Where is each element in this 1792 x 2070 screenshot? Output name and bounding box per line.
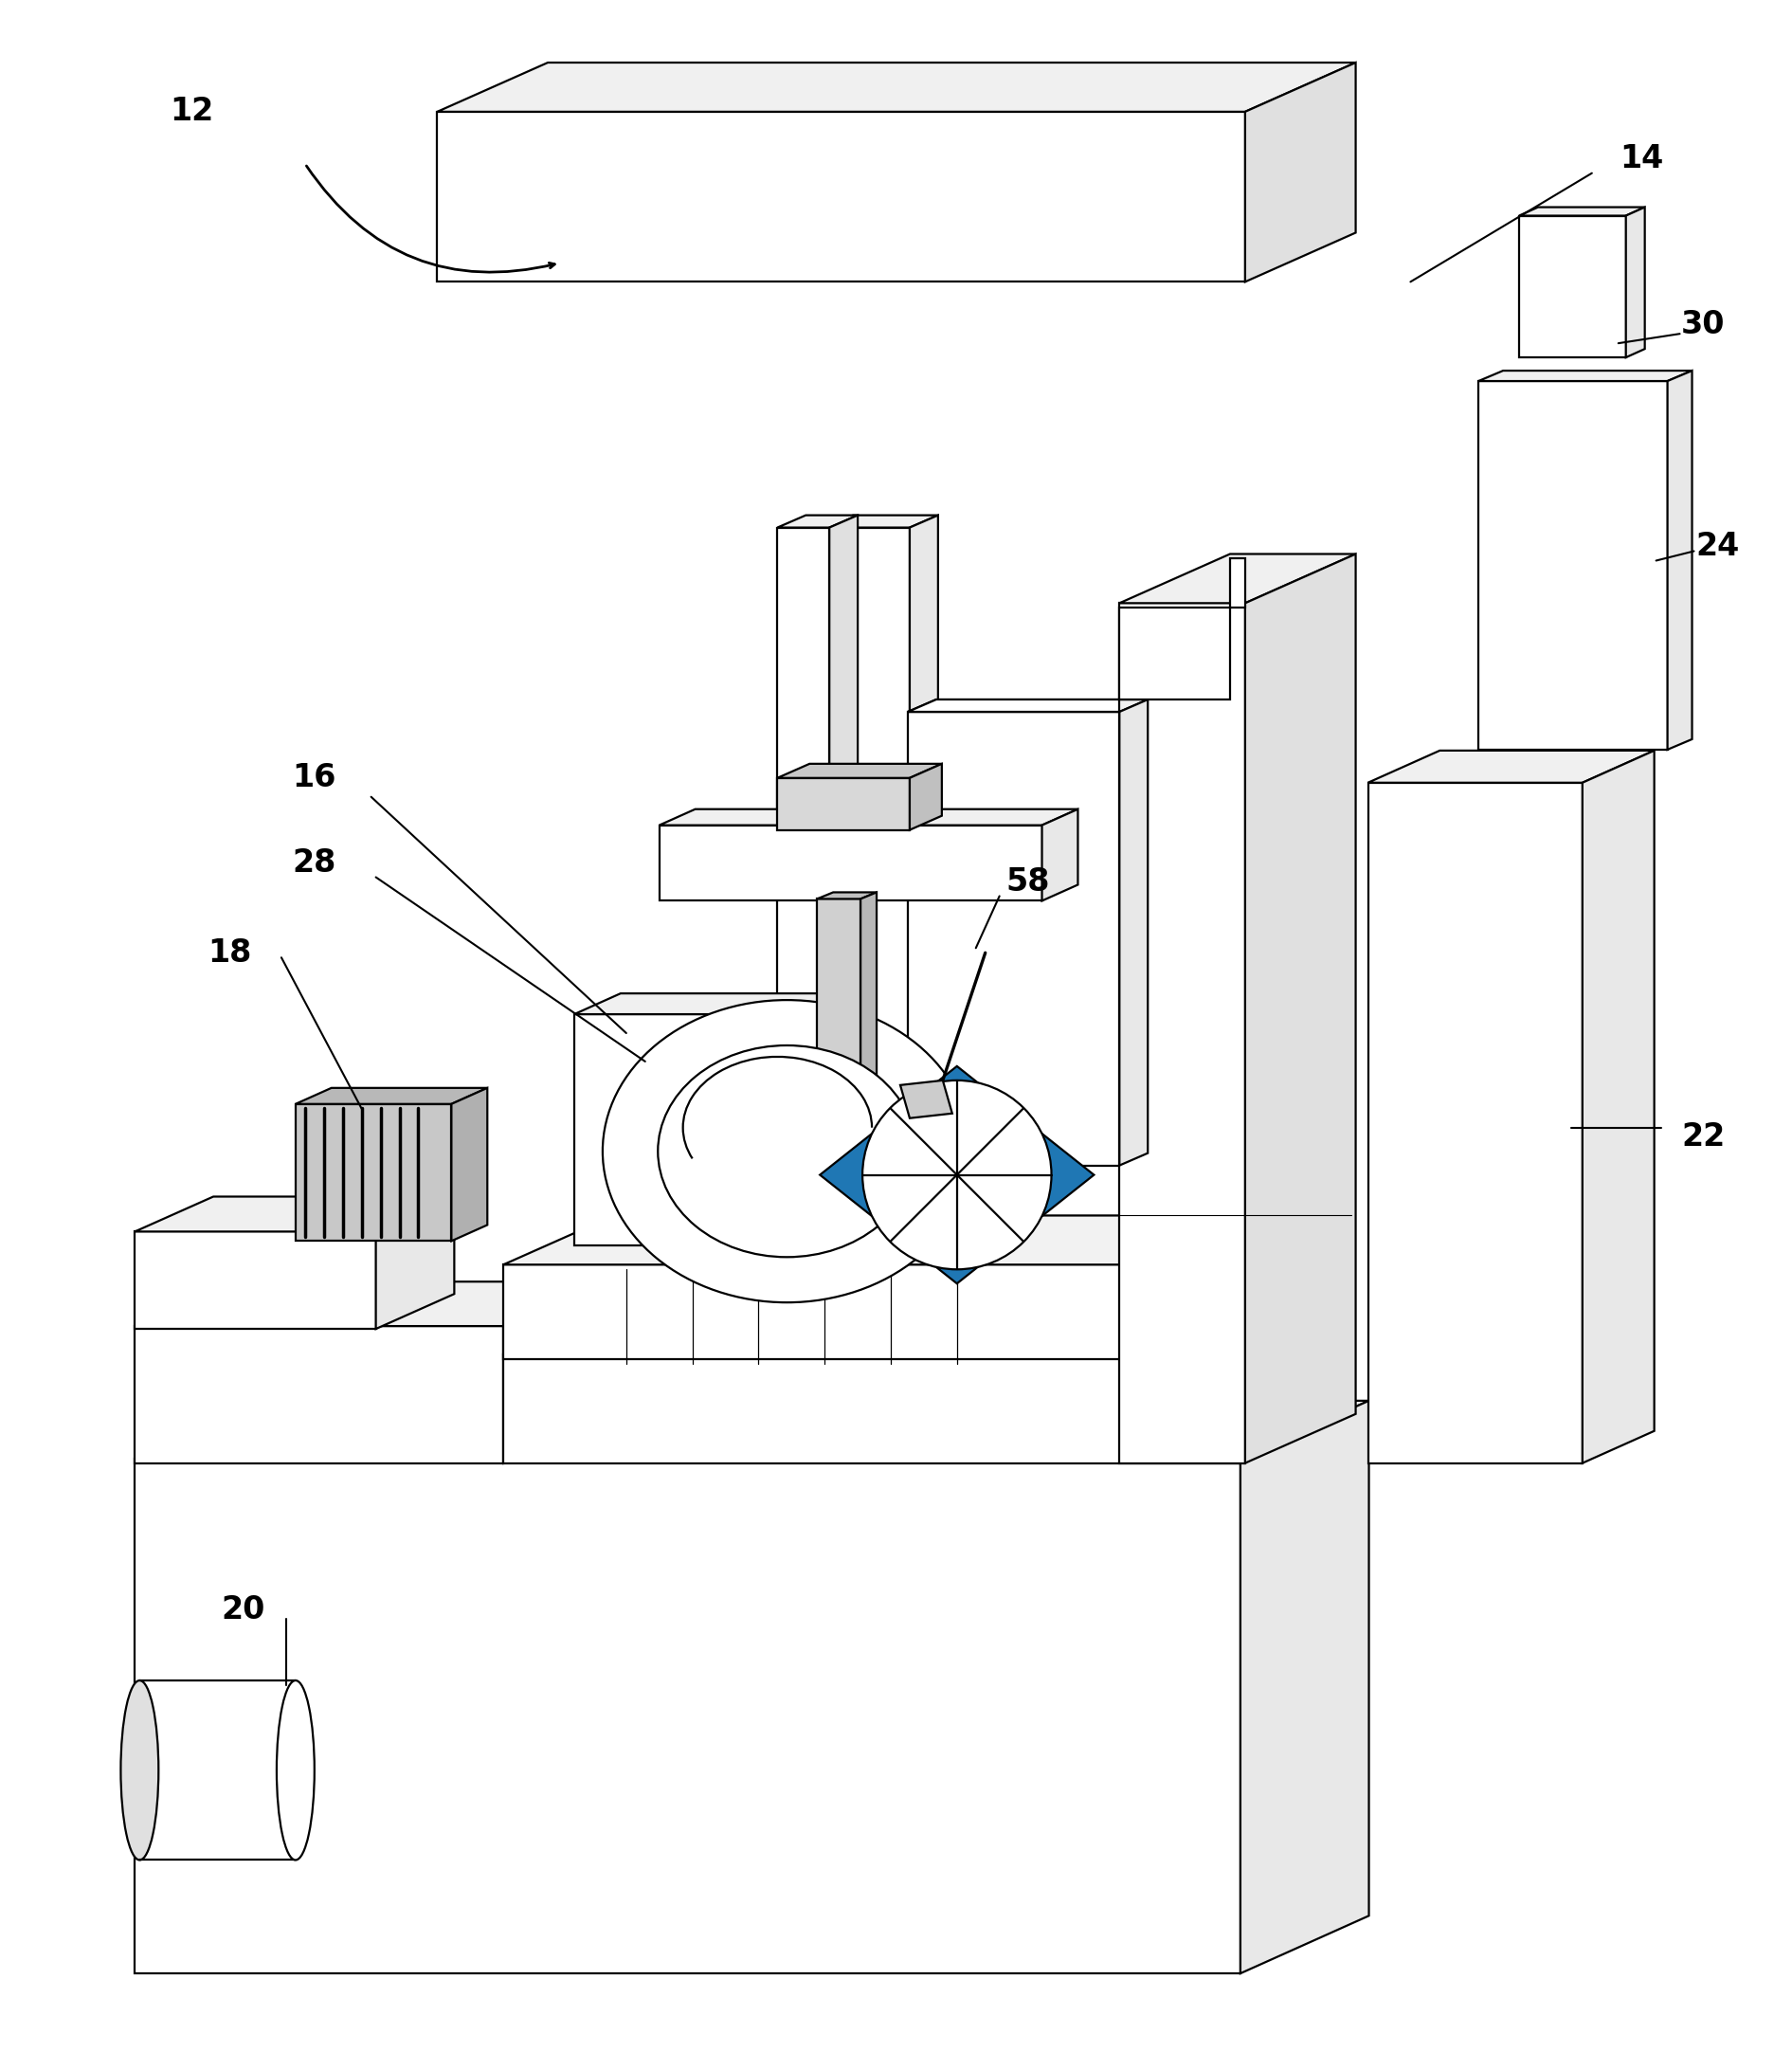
Text: 24: 24: [1695, 530, 1740, 563]
Polygon shape: [860, 892, 876, 1155]
Polygon shape: [504, 1306, 1351, 1354]
Text: 18: 18: [208, 938, 251, 969]
Polygon shape: [134, 1196, 455, 1232]
Polygon shape: [824, 515, 937, 528]
Polygon shape: [437, 112, 1245, 282]
Polygon shape: [1240, 1306, 1351, 1463]
Ellipse shape: [120, 1681, 158, 1861]
Polygon shape: [824, 528, 910, 1165]
Polygon shape: [909, 559, 1245, 712]
Polygon shape: [376, 1196, 455, 1329]
Polygon shape: [452, 1089, 487, 1242]
Polygon shape: [134, 1459, 1240, 1973]
Polygon shape: [504, 1265, 1240, 1360]
Polygon shape: [1478, 381, 1668, 749]
Polygon shape: [1120, 602, 1245, 1463]
Polygon shape: [1668, 371, 1692, 749]
Polygon shape: [437, 62, 1357, 112]
Polygon shape: [1240, 1215, 1351, 1360]
Polygon shape: [134, 1281, 604, 1327]
Text: 22: 22: [1681, 1122, 1726, 1153]
Polygon shape: [910, 764, 943, 830]
Polygon shape: [909, 712, 1120, 1165]
Polygon shape: [821, 1066, 1093, 1283]
Polygon shape: [821, 994, 866, 1246]
Polygon shape: [1120, 555, 1357, 602]
Polygon shape: [778, 528, 830, 1165]
Polygon shape: [659, 826, 1041, 900]
Polygon shape: [1041, 809, 1077, 900]
Polygon shape: [778, 764, 943, 778]
Polygon shape: [1367, 751, 1654, 782]
Polygon shape: [134, 1232, 376, 1329]
Polygon shape: [830, 515, 858, 1165]
Polygon shape: [1245, 62, 1357, 282]
Polygon shape: [1520, 207, 1645, 215]
Polygon shape: [504, 1215, 1351, 1265]
Polygon shape: [1625, 207, 1645, 358]
Polygon shape: [1240, 1401, 1369, 1973]
Ellipse shape: [602, 1000, 971, 1302]
Polygon shape: [296, 1103, 452, 1242]
Text: 28: 28: [292, 847, 337, 878]
Polygon shape: [778, 515, 858, 528]
Polygon shape: [1120, 700, 1149, 1165]
Circle shape: [862, 1081, 1052, 1269]
Polygon shape: [134, 1401, 1369, 1459]
Polygon shape: [900, 1081, 952, 1118]
Polygon shape: [1367, 782, 1582, 1463]
Polygon shape: [296, 1089, 487, 1103]
Polygon shape: [573, 994, 866, 1014]
Polygon shape: [134, 1327, 504, 1463]
Polygon shape: [1582, 751, 1654, 1463]
Text: 16: 16: [292, 762, 337, 793]
Polygon shape: [573, 1014, 821, 1246]
Polygon shape: [778, 778, 910, 830]
Polygon shape: [909, 700, 1149, 712]
Polygon shape: [817, 892, 876, 898]
Polygon shape: [504, 1354, 1240, 1463]
Polygon shape: [817, 898, 860, 1155]
Polygon shape: [1478, 371, 1692, 381]
Polygon shape: [910, 515, 937, 1165]
Ellipse shape: [658, 1045, 916, 1256]
Polygon shape: [1520, 215, 1625, 358]
Ellipse shape: [276, 1681, 314, 1861]
Polygon shape: [504, 1281, 604, 1463]
Text: 14: 14: [1620, 143, 1665, 174]
Text: 30: 30: [1681, 308, 1726, 339]
Text: 58: 58: [1005, 865, 1050, 898]
Text: 20: 20: [222, 1594, 265, 1625]
Polygon shape: [659, 809, 1077, 826]
Text: 12: 12: [170, 95, 213, 128]
Polygon shape: [1245, 555, 1357, 1463]
